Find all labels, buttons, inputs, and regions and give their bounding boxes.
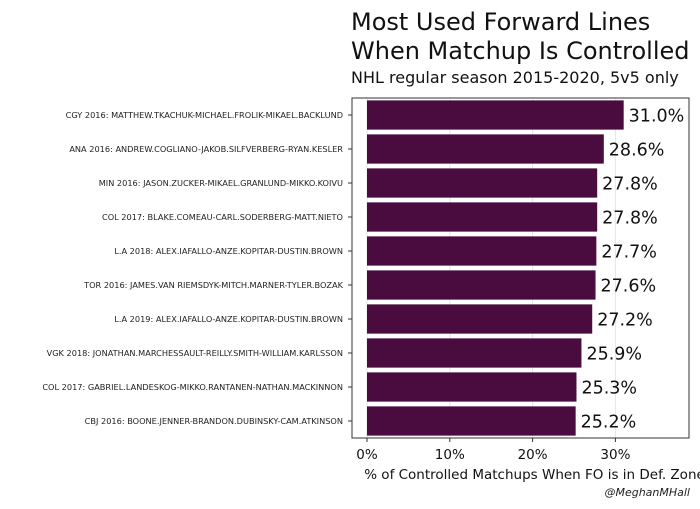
value-label-8: 25.3%	[581, 379, 637, 399]
x-axis-title: % of Controlled Matchups When FO is in D…	[364, 467, 700, 483]
bar-4	[367, 236, 597, 266]
category-label-0: CGY 2016: MATTHEW.TKACHUK-MICHAEL.FROLIK…	[66, 110, 343, 120]
plot-border	[351, 97, 690, 439]
value-label-9: 25.2%	[581, 413, 637, 433]
x-tick-label-1: 10%	[435, 447, 465, 463]
bar-8	[367, 372, 577, 402]
chart-title: Most Used Forward Lines When Matchup Is …	[351, 8, 696, 66]
category-label-6: L.A 2019: ALEX.IAFALLO-ANZE.KOPITAR-DUST…	[114, 314, 343, 324]
category-label-8: COL 2017: GABRIEL.LANDESKOG-MIKKO.RANTAN…	[42, 382, 343, 392]
category-label-9: CBJ 2016: BOONE.JENNER-BRANDON.DUBINSKY-…	[85, 416, 343, 426]
bar-7	[367, 338, 582, 368]
value-label-5: 27.6%	[601, 277, 657, 297]
value-label-0: 31.0%	[629, 107, 685, 127]
chart-title-line-1: Most Used Forward Lines	[351, 8, 651, 36]
bar-0	[367, 100, 624, 130]
bar-3	[367, 202, 598, 232]
bar-1	[367, 134, 604, 164]
value-label-4: 27.7%	[601, 243, 657, 263]
value-label-3: 27.8%	[602, 209, 658, 229]
author-credit: @MeghanMHall	[604, 486, 690, 499]
value-label-2: 27.8%	[602, 175, 658, 195]
value-label-1: 28.6%	[609, 141, 665, 161]
x-tick-label-3: 30%	[600, 447, 630, 463]
bar-6	[367, 304, 593, 334]
x-tick-label-0: 0%	[356, 447, 378, 463]
value-label-6: 27.2%	[597, 311, 653, 331]
bar-9	[367, 406, 576, 436]
category-label-5: TOR 2016: JAMES.VAN RIEMSDYK-MITCH.MARNE…	[83, 280, 344, 290]
bar-2	[367, 168, 598, 198]
category-label-3: COL 2017: BLAKE.COMEAU-CARL.SODERBERG-MA…	[102, 212, 343, 222]
x-tick-label-2: 20%	[518, 447, 548, 463]
category-label-7: VGK 2018: JONATHAN.MARCHESSAULT-REILLY.S…	[47, 348, 343, 358]
category-label-4: L.A 2018: ALEX.IAFALLO-ANZE.KOPITAR-DUST…	[114, 246, 343, 256]
category-label-1: ANA 2016: ANDREW.COGLIANO-JAKOB.SILFVERB…	[69, 144, 343, 154]
category-label-2: MIN 2016: JASON.ZUCKER-MIKAEL.GRANLUND-M…	[99, 178, 343, 188]
chart-subtitle: NHL regular season 2015-2020, 5v5 only	[351, 68, 679, 87]
chart-title-line-2: When Matchup Is Controlled	[351, 37, 690, 65]
bar-5	[367, 270, 596, 300]
value-label-7: 25.9%	[586, 345, 642, 365]
